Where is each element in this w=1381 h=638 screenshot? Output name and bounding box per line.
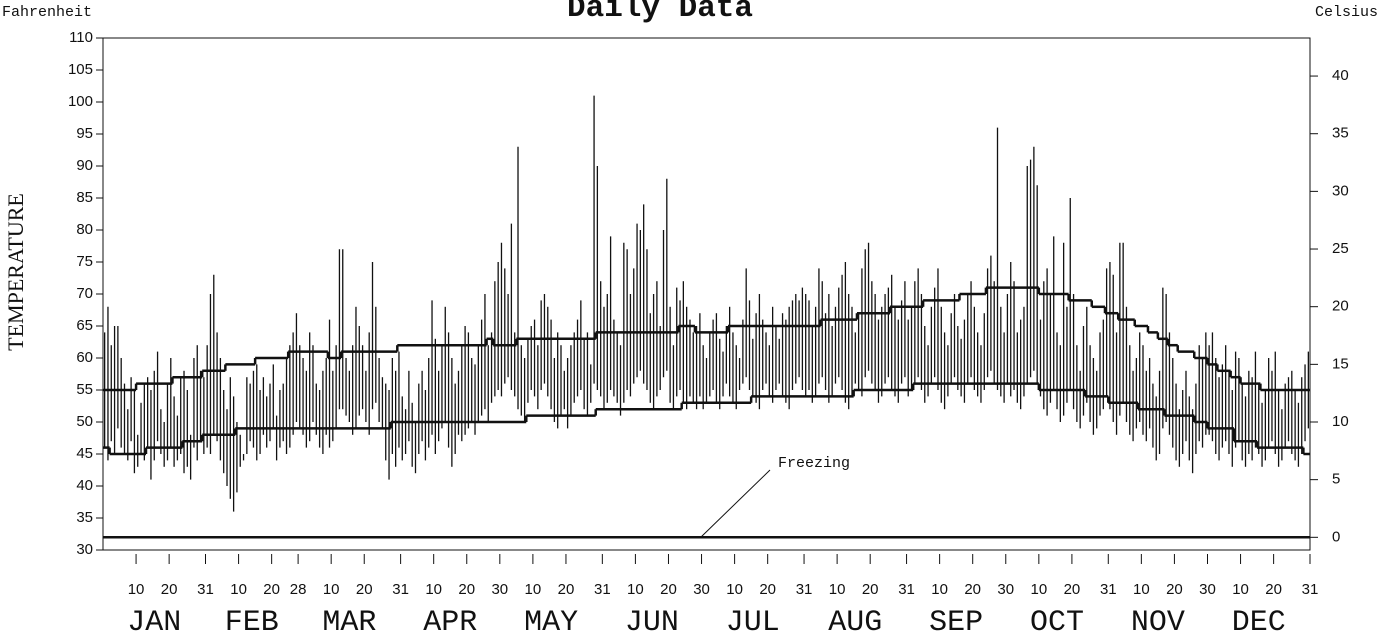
month-label: SEP [929, 606, 983, 638]
month-label: JUN [625, 606, 679, 638]
x-tick-label: 30 [491, 581, 508, 598]
x-tick-label: 31 [1100, 581, 1117, 598]
x-tick-label: 31 [197, 581, 214, 598]
x-tick-label: 31 [898, 581, 915, 598]
left-unit-label: Fahrenheit [2, 4, 92, 21]
x-tick-label: 10 [230, 581, 247, 598]
plot-frame [102, 37, 1311, 551]
month-label: JAN [127, 606, 181, 638]
x-tick-label: 10 [829, 581, 846, 598]
x-tick-label: 20 [660, 581, 677, 598]
y2-tick-label: 35 [1332, 125, 1349, 142]
y-tick-label: 110 [69, 29, 93, 46]
y-tick-label: 85 [76, 189, 93, 206]
y2-tick-label: 40 [1332, 67, 1349, 84]
x-tick-label: 31 [796, 581, 813, 598]
x-tick-label: 20 [161, 581, 178, 598]
x-tick-label: 20 [558, 581, 575, 598]
month-label: MAY [524, 606, 578, 638]
right-unit-label: Celsius [1315, 4, 1378, 21]
x-tick-label: 10 [726, 581, 743, 598]
month-label: MAR [322, 606, 376, 638]
y-tick-label: 105 [68, 61, 93, 78]
chart-title: Daily Data [567, 0, 753, 26]
y-tick-label: 90 [76, 157, 93, 174]
y2-tick-label: 15 [1332, 355, 1349, 372]
annotation-leader [699, 469, 771, 539]
x-tick-label: 30 [997, 581, 1014, 598]
y-tick-label: 70 [76, 285, 93, 302]
x-tick-label: 10 [128, 581, 145, 598]
y-tick-label: 95 [76, 125, 93, 142]
x-tick-label: 31 [392, 581, 409, 598]
month-label: APR [423, 606, 477, 638]
month-label: NOV [1131, 606, 1185, 638]
x-tick-label: 30 [693, 581, 710, 598]
x-tick-label: 10 [425, 581, 442, 598]
x-tick-label: 30 [1199, 581, 1216, 598]
x-tick-label: 20 [458, 581, 475, 598]
x-tick-label: 20 [356, 581, 373, 598]
x-tick-label: 10 [931, 581, 948, 598]
y-axis-label: TEMPERATURE [3, 193, 28, 351]
x-tick-label: 20 [1265, 581, 1282, 598]
y2-tick-label: 20 [1332, 298, 1349, 315]
month-label: AUG [828, 606, 882, 638]
y-tick-label: 75 [76, 253, 93, 270]
month-label: OCT [1030, 606, 1084, 638]
month-label: DEC [1232, 606, 1286, 638]
x-tick-label: 20 [1064, 581, 1081, 598]
y2-tick-label: 5 [1332, 471, 1340, 488]
y-tick-label: 35 [76, 509, 93, 526]
x-tick-label: 20 [964, 581, 981, 598]
x-tick-label: 10 [1133, 581, 1150, 598]
x-tick-label: 10 [1030, 581, 1047, 598]
x-tick-label: 10 [525, 581, 542, 598]
month-label: JUL [726, 606, 780, 638]
y2-tick-label: 0 [1332, 528, 1340, 545]
y2-tick-label: 30 [1332, 182, 1349, 199]
x-tick-label: 10 [627, 581, 644, 598]
y2-tick-label: 25 [1332, 240, 1349, 257]
y-tick-label: 50 [76, 413, 93, 430]
x-tick-label: 31 [1302, 581, 1319, 598]
y-tick-label: 55 [76, 381, 93, 398]
x-tick-label: 10 [323, 581, 340, 598]
y-tick-label: 80 [76, 221, 93, 238]
freezing-label: Freezing [778, 455, 850, 472]
x-tick-label: 31 [594, 581, 611, 598]
y-tick-label: 100 [68, 93, 93, 110]
y-tick-label: 65 [76, 317, 93, 334]
x-tick-label: 20 [862, 581, 879, 598]
y-tick-label: 40 [76, 477, 93, 494]
month-label: FEB [225, 606, 279, 638]
y-tick-label: 45 [76, 445, 93, 462]
x-tick-label: 10 [1232, 581, 1249, 598]
y-tick-label: 30 [76, 541, 93, 558]
x-tick-label: 20 [1166, 581, 1183, 598]
x-tick-label: 20 [759, 581, 776, 598]
y2-tick-label: 10 [1332, 413, 1349, 430]
x-tick-label: 28 [290, 581, 307, 598]
x-tick-label: 20 [263, 581, 280, 598]
y-tick-label: 60 [76, 349, 93, 366]
